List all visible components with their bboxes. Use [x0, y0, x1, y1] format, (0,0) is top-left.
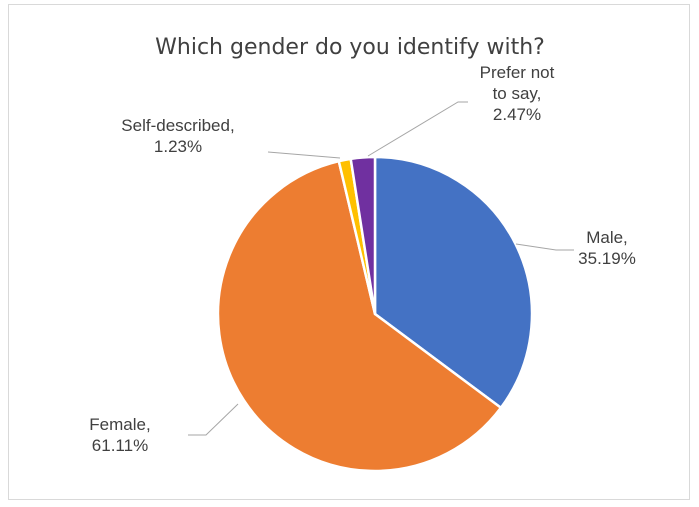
data-label-line: 35.19%	[578, 249, 636, 268]
data-label-line: Prefer not	[480, 63, 555, 82]
leader-line-prefer-not-to-say	[367, 101, 468, 157]
data-label-line: Self-described,	[121, 116, 234, 135]
leader-line-female	[188, 403, 239, 436]
data-label-male: Male, 35.19%	[578, 228, 636, 268]
data-label-line: to say,	[493, 84, 542, 103]
data-label-line: Female,	[89, 415, 150, 434]
data-label-line: 1.23%	[154, 137, 202, 156]
pie-slice-prefer-not-to-say	[349, 155, 377, 316]
pie-slice-female	[216, 159, 503, 473]
data-label-prefer-not-to-say: Prefer not to say, 2.47%	[480, 63, 555, 124]
data-label-line: Male,	[586, 228, 628, 247]
data-label-self-described: Self-described, 1.23%	[121, 116, 234, 156]
leader-line-self-described	[267, 151, 341, 159]
data-label-line: 2.47%	[493, 105, 541, 124]
data-label-female: Female, 61.11%	[89, 415, 150, 455]
data-label-line: 61.11%	[92, 436, 148, 455]
leader-line-male	[515, 243, 574, 251]
chart-title: Which gender do you identify with?	[155, 35, 545, 60]
pie-slice-male	[373, 155, 534, 410]
